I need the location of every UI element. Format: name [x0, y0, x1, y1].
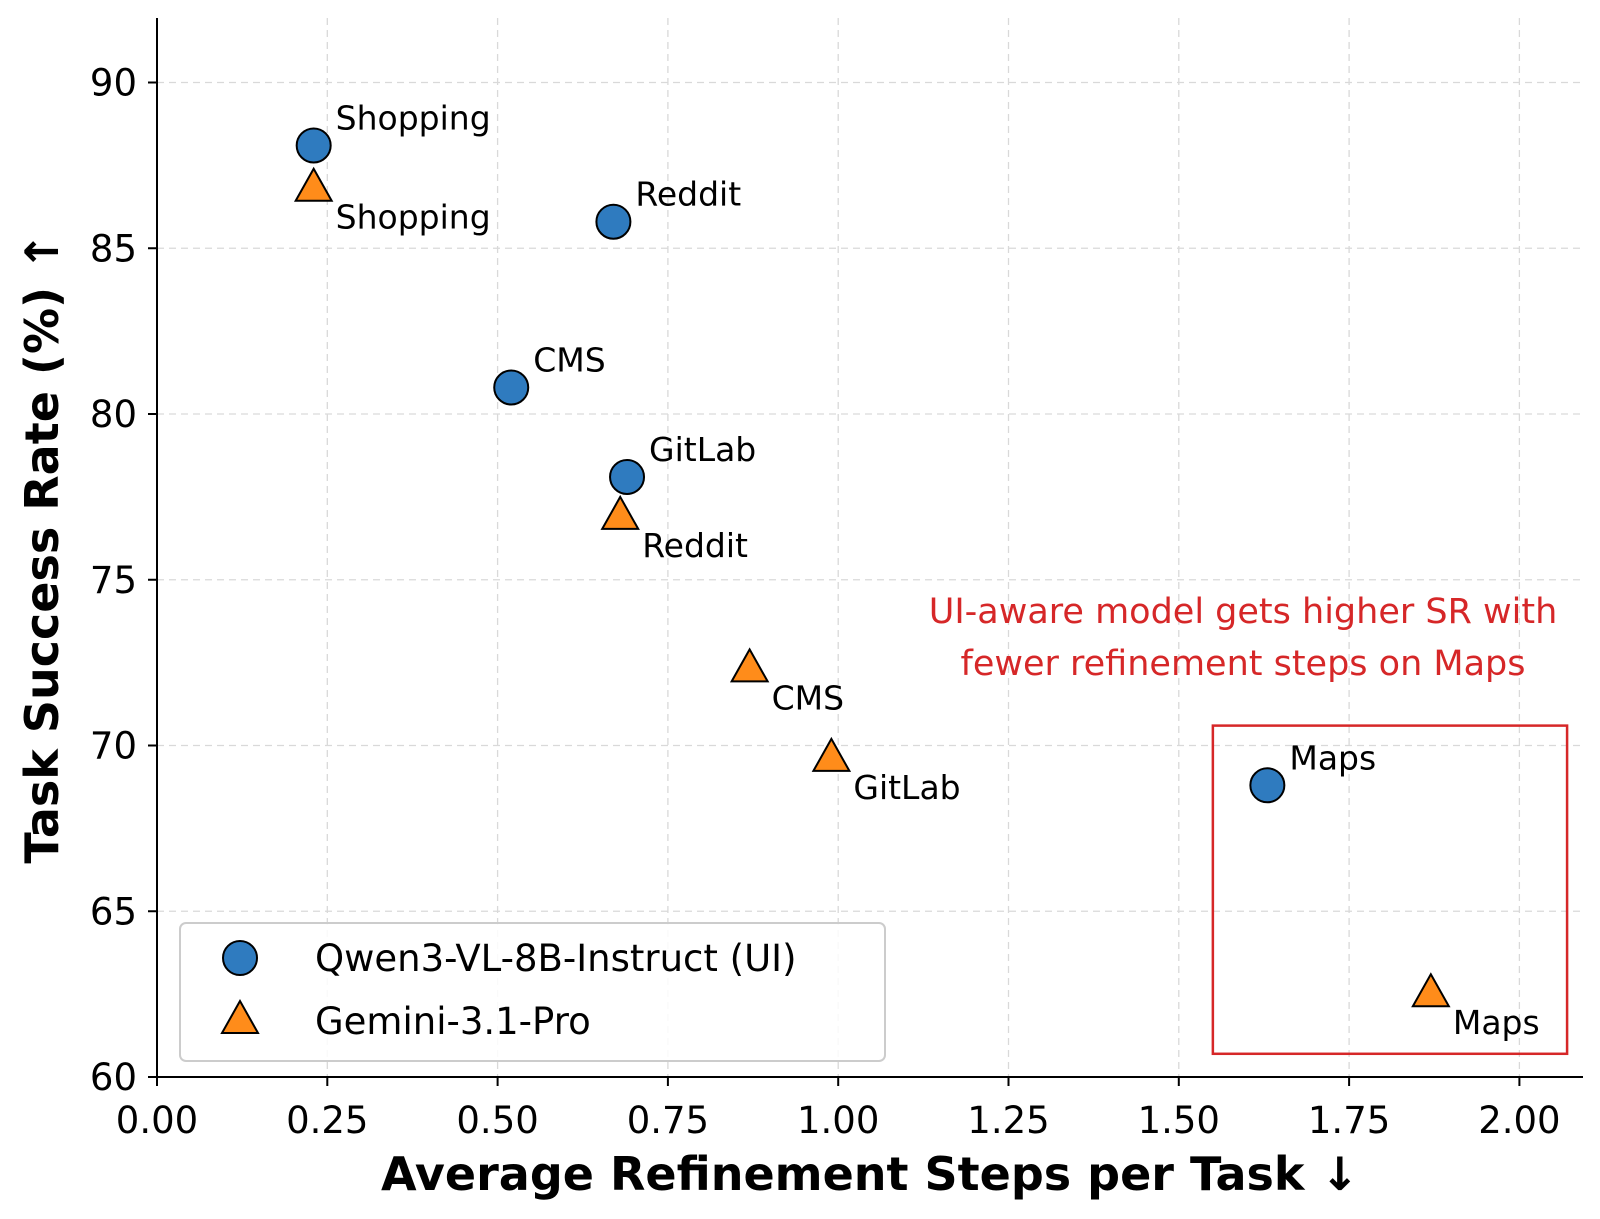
circle-marker — [1249, 767, 1286, 804]
y-axis-title: Task Success Rate (%) ↑ — [15, 232, 69, 863]
grid-lines — [156, 18, 1583, 1078]
point-label: Reddit — [642, 526, 748, 565]
x-tick-label: 1.75 — [1308, 1099, 1390, 1142]
point-label: Shopping — [336, 98, 491, 137]
annotation-text: UI-aware model gets higher SR with — [929, 592, 1558, 632]
legend-box — [179, 922, 886, 1062]
y-tick-label: 65 — [90, 890, 137, 933]
triangle-marker — [1411, 972, 1451, 1008]
circle-marker — [609, 458, 646, 495]
point-label: CMS — [772, 678, 844, 717]
x-tick-label: 0.50 — [456, 1099, 538, 1142]
triangle-marker — [293, 166, 334, 202]
x-tick-label: 1.25 — [967, 1099, 1049, 1142]
annotation-group: UI-aware model gets higher SR with fewer … — [929, 592, 1569, 1056]
point-label: Maps — [1289, 738, 1376, 777]
point-label: Reddit — [635, 175, 741, 214]
y-tick-label: 70 — [90, 725, 137, 768]
data-points: Shopping Reddit CMS GitLab Maps Shopping Reddi… — [293, 98, 1540, 1042]
triangle-marker — [811, 736, 852, 772]
circle-marker — [493, 369, 530, 406]
point-label: CMS — [533, 340, 605, 379]
legend-triangle-marker — [220, 998, 260, 1034]
x-tick-label: 0.25 — [286, 1099, 368, 1142]
triangle-marker — [600, 494, 640, 530]
x-tick-label: 2.00 — [1478, 1099, 1560, 1142]
y-tick-label: 85 — [90, 227, 137, 270]
x-tick-label: 0.00 — [116, 1099, 198, 1142]
point-label: GitLab — [649, 430, 756, 469]
y-tick-label: 60 — [90, 1056, 137, 1099]
point-label: GitLab — [853, 768, 960, 807]
x-tick-label: 1.00 — [797, 1099, 879, 1142]
legend: Qwen3-VL-8B-Instruct (UI) Gemini-3.1-Pro — [179, 922, 886, 1062]
x-tick-label: 0.75 — [627, 1099, 709, 1142]
y-tick-label: 75 — [90, 559, 137, 602]
y-tick-label: 90 — [90, 62, 137, 105]
legend-circle-marker — [222, 940, 258, 976]
x-axis-title: Average Refinement Steps per Task ↓ — [381, 1147, 1359, 1201]
axes: 0.00 0.25 0.50 0.75 1.00 1.25 1.50 1.75 2.00 60 65… — [15, 18, 1583, 1201]
triangle-marker — [729, 647, 770, 683]
point-label: Maps — [1453, 1003, 1540, 1042]
y-tick-label: 80 — [90, 393, 137, 436]
circle-marker — [595, 203, 632, 240]
legend-label: Qwen3-VL-8B-Instruct (UI) — [315, 937, 797, 980]
legend-label: Gemini-3.1-Pro — [315, 1000, 591, 1043]
annotation-text: fewer refinement steps on Maps — [961, 644, 1526, 684]
x-tick-label: 1.50 — [1138, 1099, 1220, 1142]
highlight-box — [1211, 724, 1569, 1056]
point-label: Shopping — [336, 198, 491, 237]
circle-marker — [295, 127, 332, 164]
